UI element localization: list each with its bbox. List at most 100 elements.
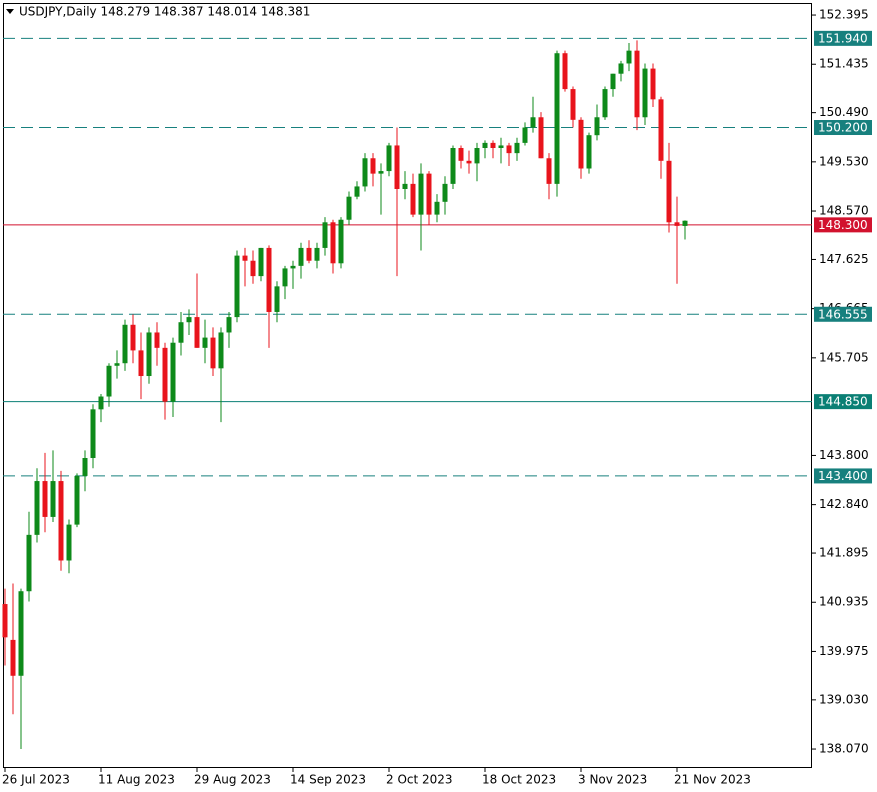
candle-body — [26, 534, 32, 592]
candle-body — [602, 89, 608, 118]
y-tick-label: 140.935 — [819, 595, 869, 609]
candle-body — [546, 158, 552, 184]
candle-body — [674, 222, 680, 226]
candle-body — [370, 158, 376, 174]
candle-body — [378, 171, 384, 174]
candle-body — [578, 119, 584, 169]
level-label-box — [814, 30, 872, 46]
candle-body — [522, 127, 528, 143]
candle-body — [586, 135, 592, 169]
candle-body — [250, 260, 256, 277]
candle-body — [226, 317, 232, 333]
y-tick-label: 139.975 — [819, 644, 869, 658]
y-tick-label: 151.435 — [819, 57, 869, 71]
candle-body — [194, 317, 200, 348]
candle-body — [338, 219, 344, 264]
y-tick-label: 142.840 — [819, 497, 869, 511]
level-label-box — [814, 120, 872, 136]
candle-body — [50, 481, 56, 517]
candle-body — [58, 481, 64, 561]
candle-body — [426, 173, 432, 215]
candle-body — [626, 50, 632, 64]
candle-body — [506, 145, 512, 154]
candle-body — [98, 396, 104, 410]
y-tick-label: 149.530 — [819, 154, 869, 168]
plot-frame — [3, 3, 812, 768]
candle-body — [170, 342, 176, 402]
candle-body — [666, 160, 672, 223]
x-tick-label: 26 Jul 2023 — [2, 773, 70, 787]
candle-body — [106, 365, 112, 397]
candle-body — [282, 268, 288, 287]
level-label-box — [814, 468, 872, 484]
candle-body — [450, 148, 456, 184]
candle-body — [290, 265, 296, 269]
x-tick-label: 14 Sep 2023 — [290, 773, 366, 787]
candle-body — [402, 183, 408, 189]
y-tick-label: 143.800 — [819, 448, 869, 462]
candle-body — [242, 255, 248, 261]
candle-body — [138, 350, 144, 377]
x-tick-label: 29 Aug 2023 — [194, 773, 271, 787]
candle-body — [482, 142, 488, 149]
candle-body — [474, 148, 480, 164]
y-tick-label: 145.705 — [819, 350, 869, 364]
candle-body — [2, 604, 8, 638]
level-label-box — [814, 394, 872, 410]
y-tick-label: 152.395 — [819, 8, 869, 22]
x-tick-label: 11 Aug 2023 — [98, 773, 175, 787]
candle-body — [90, 409, 96, 459]
candle-body — [314, 247, 320, 261]
candle-body — [234, 255, 240, 318]
x-tick-label: 2 Oct 2023 — [386, 773, 453, 787]
candle-body — [514, 142, 520, 154]
candle-body — [178, 322, 184, 343]
menu-arrow[interactable] — [6, 9, 14, 14]
candle-body — [298, 247, 304, 266]
candle-body — [210, 337, 216, 369]
candle-body — [490, 142, 496, 149]
candle-body — [642, 68, 648, 118]
candle-body — [130, 324, 136, 351]
y-tick-label: 138.070 — [819, 742, 869, 756]
candle-body — [274, 286, 280, 312]
candle-body — [322, 222, 328, 248]
candle-body — [386, 145, 392, 172]
candle-body — [634, 50, 640, 118]
x-tick-label: 21 Nov 2023 — [674, 773, 751, 787]
y-tick-label: 147.625 — [819, 252, 869, 266]
candle-body — [418, 173, 424, 215]
candle-body — [538, 117, 544, 159]
chart-title: USDJPY,Daily 148.279 148.387 148.014 148… — [19, 5, 310, 19]
x-tick-label: 3 Nov 2023 — [578, 773, 647, 787]
candle-body — [74, 475, 80, 525]
candle-body — [114, 363, 120, 366]
candle-body — [434, 201, 440, 215]
candle-body — [610, 73, 616, 90]
candle-body — [266, 247, 272, 312]
candle-body — [306, 247, 312, 261]
x-tick-label: 18 Oct 2023 — [482, 773, 556, 787]
candle-body — [42, 481, 48, 517]
candle-body — [258, 247, 264, 277]
level-label: 143.400 — [818, 469, 868, 483]
level-label: 151.940 — [818, 31, 868, 45]
candle-body — [354, 186, 360, 197]
level-label: 146.555 — [818, 307, 868, 321]
y-tick-label: 150.490 — [819, 105, 869, 119]
candle-body — [146, 332, 152, 377]
candle-body — [218, 332, 224, 369]
candle-body — [442, 183, 448, 202]
candle-body — [530, 117, 536, 128]
candle-body — [346, 196, 352, 220]
level-label: 148.300 — [818, 218, 868, 232]
candle-body — [650, 68, 656, 100]
y-tick-label: 148.570 — [819, 204, 869, 218]
candle-body — [162, 347, 168, 402]
candle-body — [66, 524, 72, 561]
candle-body — [594, 117, 600, 136]
candle-body — [122, 324, 128, 364]
level-label: 150.200 — [818, 121, 868, 135]
candle-body — [202, 337, 208, 348]
